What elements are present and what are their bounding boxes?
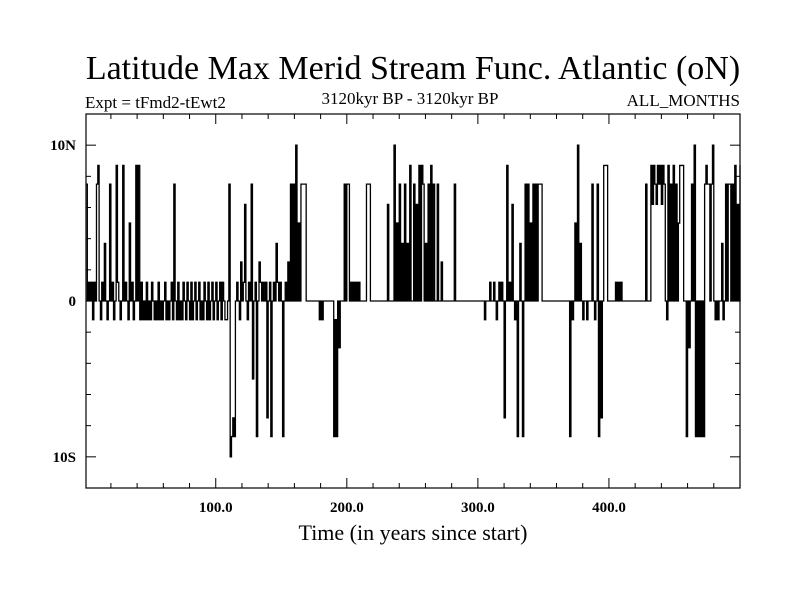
chart-subtitle-right: ALL_MONTHS bbox=[627, 91, 740, 110]
x-tick-label: 200.0 bbox=[330, 500, 364, 516]
chart-title: Latitude Max Merid Stream Func. Atlantic… bbox=[86, 50, 740, 87]
y-tick-labels: 10S 0 10N bbox=[50, 138, 76, 466]
data-series-line bbox=[86, 144, 741, 458]
chart-subtitle-left: Expt = tFmd2-tEwt2 bbox=[85, 93, 226, 112]
chart-subtitle-center: 3120kyr BP - 3120kyr BP bbox=[322, 89, 499, 108]
x-tick-label: 400.0 bbox=[592, 500, 626, 516]
x-tick-label: 300.0 bbox=[461, 500, 495, 516]
y-tick-label: 0 bbox=[69, 294, 77, 310]
plot-frame bbox=[85, 113, 741, 489]
x-axis-label: Time (in years since start) bbox=[299, 520, 528, 545]
x-tick-label: 100.0 bbox=[199, 500, 233, 516]
y-tick-label: 10N bbox=[50, 138, 76, 154]
x-tick-labels: 100.0 200.0 300.0 400.0 bbox=[199, 500, 626, 516]
y-tick-label: 10S bbox=[53, 450, 76, 466]
plot-area bbox=[85, 113, 741, 489]
